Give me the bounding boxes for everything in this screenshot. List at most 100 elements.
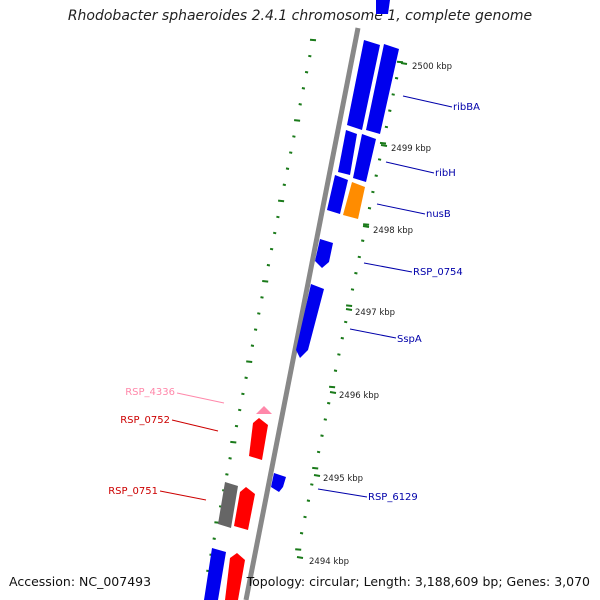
- scale-tick: [337, 353, 341, 356]
- scale-tick: [246, 360, 253, 363]
- scale-tick: [371, 190, 375, 194]
- scale-tick: [327, 401, 331, 405]
- kbp-tick: [362, 225, 370, 228]
- gene-feature-RSP_0752[interactable]: [249, 418, 268, 460]
- kbp-tick: [400, 62, 408, 65]
- scale-tick: [367, 206, 372, 210]
- scale-tick: [379, 141, 387, 145]
- scale-tick: [388, 109, 392, 112]
- scale-tick: [282, 183, 286, 187]
- scale-tick: [377, 158, 382, 161]
- kbp-tick: [296, 556, 304, 559]
- genome-summary-text: Topology: circular; Length: 3,188,609 bp…: [246, 574, 590, 589]
- gene-feature-blue-bottom[interactable]: [204, 548, 226, 600]
- kbp-tick: [345, 308, 353, 311]
- scale-tick: [344, 320, 348, 324]
- gene-feature-gray[interactable]: [218, 482, 238, 528]
- gene-feature-SspA[interactable]: [296, 284, 324, 358]
- scale-tick: [323, 418, 327, 421]
- scale-tick: [354, 271, 358, 275]
- kbp-label: 2495 kbp: [323, 474, 363, 484]
- scale-tick: [266, 263, 271, 267]
- scale-tick: [391, 93, 395, 96]
- scale-tick: [361, 239, 365, 242]
- leader-line: [402, 95, 453, 108]
- gene-feature-RSP_4336[interactable]: [256, 406, 272, 414]
- leader-line: [176, 392, 225, 404]
- scale-tick: [234, 424, 239, 428]
- scale-tick: [230, 440, 237, 444]
- leader-line: [159, 490, 207, 501]
- map-title: Rhodobacter sphaeroides 2.4.1 chromosome…: [67, 8, 533, 24]
- scale-tick: [253, 328, 258, 331]
- gene-feature-plus[interactable]: [338, 130, 357, 175]
- scale-tick: [309, 38, 317, 42]
- scale-tick: [310, 483, 314, 486]
- scale-tick: [244, 376, 248, 380]
- scale-tick: [298, 103, 302, 106]
- dashed-ticks-outer: [206, 38, 317, 573]
- gene-feature-top[interactable]: [376, 0, 390, 14]
- scale-tick: [340, 336, 344, 340]
- scale-tick: [357, 255, 361, 259]
- scale-tick: [276, 215, 280, 219]
- scale-tick: [262, 280, 269, 283]
- leader-line: [385, 161, 435, 174]
- gene-feature-RSP_0754[interactable]: [315, 239, 333, 268]
- kbp-label: 2496 kbp: [339, 391, 379, 401]
- scale-tick: [299, 531, 304, 535]
- gene-label-nusB[interactable]: nusB: [426, 209, 451, 220]
- kbp-label: 2498 kbp: [373, 226, 413, 236]
- scale-tick: [273, 231, 277, 235]
- gene-feature-ribBA[interactable]: [366, 44, 399, 134]
- leader-line: [317, 488, 368, 498]
- gene-label-ribH[interactable]: ribH: [435, 168, 456, 179]
- scale-tick: [301, 87, 306, 90]
- scale-tick: [394, 76, 399, 80]
- gene-feature-nusB[interactable]: [343, 182, 365, 219]
- gene-label-RSP_0752[interactable]: RSP_0752: [120, 415, 170, 426]
- gene-feature-RSP_6129[interactable]: [271, 473, 286, 492]
- gene-feature-ribH[interactable]: [353, 134, 376, 182]
- accession-text: Accession: NC_007493: [9, 574, 152, 589]
- scale-tick: [346, 304, 353, 307]
- scale-tick: [269, 247, 274, 251]
- gene-label-RSP_0754[interactable]: RSP_0754: [413, 267, 463, 278]
- kbp-label: 2499 kbp: [391, 144, 431, 154]
- gene-feature-plus[interactable]: [327, 175, 348, 214]
- scale-tick: [363, 223, 370, 226]
- dashed-ticks-inner: [295, 60, 404, 551]
- leader-line: [349, 328, 397, 339]
- gene-label-ribBA[interactable]: ribBA: [453, 102, 480, 113]
- kbp-tick: [313, 474, 321, 477]
- scale-tick: [278, 199, 285, 203]
- scale-tick: [257, 312, 261, 315]
- scale-tick: [250, 344, 255, 347]
- scale-tick: [312, 466, 319, 470]
- scale-tick: [374, 174, 378, 177]
- genome-backbone: [243, 27, 361, 600]
- gene-feature-red-bottom[interactable]: [225, 553, 245, 600]
- gene-label-RSP_6129[interactable]: RSP_6129: [368, 492, 418, 503]
- kbp-scale: 2500 kbp 2499 kbp 2498 kbp 2497 kbp 2496…: [296, 62, 452, 567]
- scale-tick: [350, 288, 355, 291]
- gene-feature-plus[interactable]: [347, 40, 380, 130]
- scale-tick: [295, 548, 302, 551]
- leader-line: [376, 203, 426, 215]
- scale-tick: [304, 70, 309, 74]
- scale-tick: [228, 457, 232, 460]
- scale-tick: [285, 167, 290, 170]
- gene-label-RSP_4336[interactable]: RSP_4336: [125, 387, 175, 398]
- leader-line: [171, 419, 219, 432]
- scale-tick: [294, 119, 301, 122]
- kbp-label: 2500 kbp: [412, 62, 452, 72]
- kbp-tick: [329, 391, 337, 394]
- scale-tick: [238, 408, 242, 412]
- gene-label-SspA[interactable]: SspA: [397, 334, 422, 345]
- scale-tick: [303, 515, 307, 519]
- scale-tick: [289, 151, 293, 154]
- scale-tick: [260, 296, 264, 299]
- gene-label-RSP_0751[interactable]: RSP_0751: [108, 486, 158, 497]
- gene-feature-RSP_0751[interactable]: [234, 487, 255, 530]
